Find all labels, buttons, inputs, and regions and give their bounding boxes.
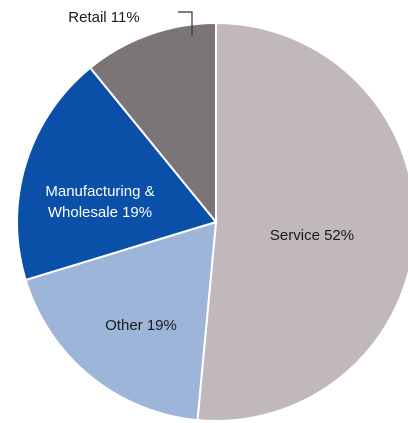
pie-slice-1 xyxy=(24,220,218,422)
pie-slice-label-0: Service 52% xyxy=(270,227,354,244)
pie-slice-label-3: Retail 11% xyxy=(68,9,139,26)
pie-slice-3 xyxy=(88,21,217,225)
pie-labels: Service 52% Other 19% Manufacturing & Whole… xyxy=(45,9,354,334)
pie-slice-label-2: Manufacturing & Wholesale 19% xyxy=(45,183,154,221)
pie-slice-2 xyxy=(16,66,218,282)
pie-slice-label-1: Other 19% xyxy=(105,317,177,334)
pie-slices xyxy=(16,21,408,422)
pie-slice-label-line: Other 19% xyxy=(105,317,177,334)
pie-slice-label-line: Manufacturing & xyxy=(45,183,154,200)
pie-slice-label-line: Service 52% xyxy=(270,227,354,244)
pie-slice-label-line: Retail 11% xyxy=(68,9,139,26)
retail-leader-line xyxy=(178,11,193,36)
pie-slice-label-line: Wholesale 19% xyxy=(48,204,152,221)
pie-slice-0 xyxy=(196,21,408,422)
